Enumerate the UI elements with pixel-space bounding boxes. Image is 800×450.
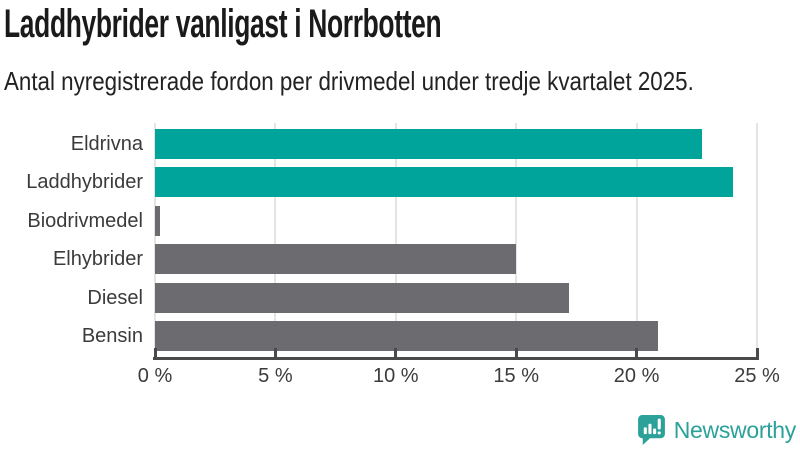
gridline	[274, 123, 277, 358]
gridline	[394, 123, 397, 358]
x-axis-tick-label: 25 %	[734, 365, 780, 387]
category-label: Biodrivmedel	[27, 209, 143, 232]
x-axis-tick	[635, 348, 639, 360]
plot-area	[154, 123, 758, 358]
x-axis-tick	[755, 348, 759, 360]
bar-biodrivmedel	[155, 205, 160, 236]
category-label: Diesel	[87, 286, 143, 309]
bar-elhybrider	[155, 244, 517, 275]
category-label: Elhybrider	[52, 248, 143, 271]
x-axis-tick	[394, 348, 398, 360]
category-label: Laddhybrider	[26, 171, 143, 194]
category-axis-labels: Eldrivna Laddhybrider Biodrivmedel Elhybrid…	[0, 123, 147, 358]
x-axis-tick	[273, 348, 277, 360]
x-axis-tick-label: 15 %	[493, 365, 539, 387]
bar-chart-speech-bubble-icon	[637, 415, 665, 445]
x-axis-tick-label: 5 %	[258, 365, 293, 387]
x-axis-tick	[514, 348, 518, 360]
x-axis-tick-label: 0 %	[137, 365, 173, 387]
x-axis-tick	[153, 348, 157, 360]
logo-text: Newsworthy	[673, 417, 797, 443]
bar-bensin	[155, 321, 659, 351]
bar-laddhybrider	[155, 167, 733, 198]
gridline	[154, 123, 156, 358]
gridline	[756, 123, 758, 358]
x-axis-tick-label: 10 %	[373, 365, 419, 387]
category-label: Bensin	[81, 325, 143, 347]
bar-diesel	[155, 282, 570, 313]
newsworthy-logo: Newsworthy	[636, 414, 796, 447]
bar-eldrivna	[155, 129, 702, 159]
gridline	[515, 123, 518, 358]
x-axis-tick-label: 20 %	[613, 365, 660, 387]
gridline	[635, 123, 638, 358]
chart-subtitle: Antal nyregistrerade fordon per drivmede…	[4, 66, 694, 96]
chart-title: Laddhybrider vanligast i Norrbotten	[4, 2, 442, 46]
x-axis-line	[153, 357, 759, 360]
category-label: Eldrivna	[70, 133, 143, 155]
